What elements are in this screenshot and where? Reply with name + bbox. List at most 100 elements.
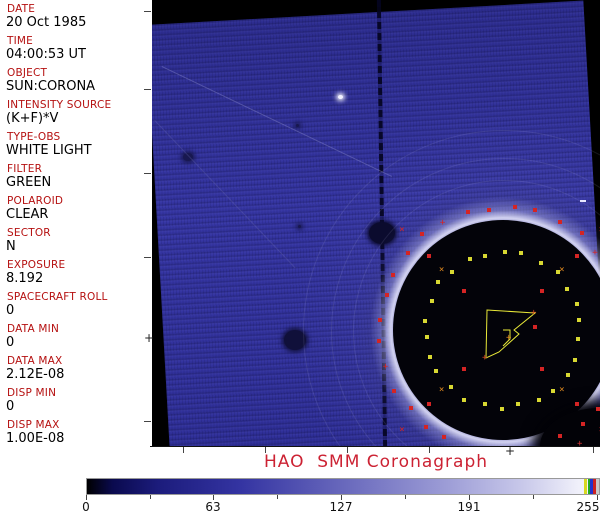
marker-dot xyxy=(576,336,581,341)
colorbar-major-tick xyxy=(597,495,598,500)
tiny-dot-1 xyxy=(295,123,299,127)
marker-plus: + xyxy=(592,247,598,258)
left-axis-tick xyxy=(144,173,151,174)
marker-dot xyxy=(426,253,431,258)
colorbar-major-tick xyxy=(341,495,342,500)
marker-dot xyxy=(581,422,586,427)
colorbar-major-tick xyxy=(86,495,87,500)
marker-dot xyxy=(482,253,487,258)
marker-plus: + xyxy=(506,333,512,343)
marker-dot xyxy=(486,207,491,212)
field-label: OBJECT xyxy=(7,67,48,79)
field-value: GREEN xyxy=(6,175,52,190)
field-label: POLAROID xyxy=(7,195,64,207)
marker-dot xyxy=(408,406,413,411)
field-label: TYPE-OBS xyxy=(7,131,61,143)
colorbar xyxy=(86,478,600,495)
marker-dot xyxy=(579,231,584,236)
left-axis-tick xyxy=(144,257,151,258)
marker-dot xyxy=(565,286,569,291)
marker-dot xyxy=(503,250,508,254)
marker-plus: + xyxy=(382,361,389,372)
marker-plus: + xyxy=(577,439,583,447)
field-value: N xyxy=(6,239,16,254)
marker-dot xyxy=(482,402,487,407)
left-axis-tick xyxy=(144,89,151,90)
marker-dot xyxy=(390,273,395,278)
dark-spot xyxy=(284,330,306,350)
colorbar-minor-tick xyxy=(533,495,534,499)
marker-plus: + xyxy=(439,218,446,229)
tiny-dot-2 xyxy=(297,224,301,228)
marker-cross: × xyxy=(599,226,600,235)
field-label: SECTOR xyxy=(7,227,51,239)
field-value: 2.12E-08 xyxy=(6,367,65,382)
marker-dot xyxy=(519,250,524,255)
marker-dot xyxy=(449,385,454,390)
marker-cross: × xyxy=(599,425,600,435)
field-value: WHITE LIGHT xyxy=(6,143,92,158)
small-blob xyxy=(183,153,193,161)
marker-dot xyxy=(425,334,430,339)
field-value: (K+F)*V xyxy=(6,111,59,126)
field-label: DISP MIN xyxy=(7,387,57,399)
bottom-axis-tick xyxy=(429,447,430,453)
marker-dot xyxy=(442,435,447,440)
fiducial-cross: + xyxy=(505,444,516,458)
field-value: SUN:CORONA xyxy=(6,79,96,94)
marker-dot xyxy=(499,406,504,411)
marker-dot xyxy=(555,269,560,274)
colorbar-major-tick xyxy=(469,495,470,500)
marker-dot xyxy=(406,251,411,255)
colorbar-tick-label: 63 xyxy=(205,500,221,512)
field-value: CLEAR xyxy=(6,207,49,222)
field-value: 0 xyxy=(6,335,15,350)
marker-dot xyxy=(566,372,571,377)
left-axis-tick xyxy=(144,421,151,422)
colorbar-tick-label: 127 xyxy=(329,500,353,512)
colorbar-overlay-stripe xyxy=(596,479,599,494)
field-label: INTENSITY SOURCE xyxy=(7,99,112,111)
field-label: DATA MAX xyxy=(7,355,63,367)
marker-dot xyxy=(575,402,580,407)
marker-dot xyxy=(433,369,438,374)
field-value: 0 xyxy=(6,303,15,318)
colorbar-tick-label: 255 xyxy=(576,500,600,512)
marker-dot xyxy=(536,397,541,402)
marker-dot xyxy=(468,257,473,262)
bottom-axis-tick xyxy=(593,447,594,453)
colorbar-tick-label: 191 xyxy=(457,500,481,512)
marker-dot xyxy=(422,319,427,324)
marker-dot xyxy=(384,292,389,297)
field-value: 1.00E-08 xyxy=(6,431,65,446)
field-label: TIME xyxy=(7,35,34,47)
marker-plus: + xyxy=(531,308,537,318)
field-label: EXPOSURE xyxy=(7,259,66,271)
marker-dot xyxy=(435,280,440,285)
bottom-axis-tick xyxy=(265,447,266,453)
marker-dot xyxy=(424,424,428,429)
bottom-axis-tick xyxy=(347,447,348,453)
marker-dot xyxy=(576,318,581,323)
marker-dot xyxy=(427,355,432,360)
field-label: DISP MAX xyxy=(7,419,60,431)
colorbar-overlay-stripe xyxy=(584,479,587,494)
bottom-axis xyxy=(150,446,600,447)
plot-title: HAO SMM Coronagraph xyxy=(263,452,489,472)
colorbar-minor-tick xyxy=(277,495,278,499)
marker-dot xyxy=(392,389,397,394)
marker-dot xyxy=(512,205,517,210)
colorbar-overlay-stripe xyxy=(588,479,590,494)
colorbar-minor-tick xyxy=(150,495,151,499)
marker-dot xyxy=(462,289,467,294)
coronagraph-image: ++++××××××××++++ xyxy=(152,0,600,446)
colorbar-tick-label: 0 xyxy=(82,500,90,512)
marker-dot xyxy=(466,209,470,214)
colorbar-minor-tick xyxy=(405,495,406,499)
field-value: 04:00:53 UT xyxy=(6,47,86,62)
marker-dot xyxy=(557,219,562,224)
marker-dot xyxy=(538,260,543,265)
white-speck xyxy=(337,95,343,99)
marker-cross: × xyxy=(559,264,565,275)
